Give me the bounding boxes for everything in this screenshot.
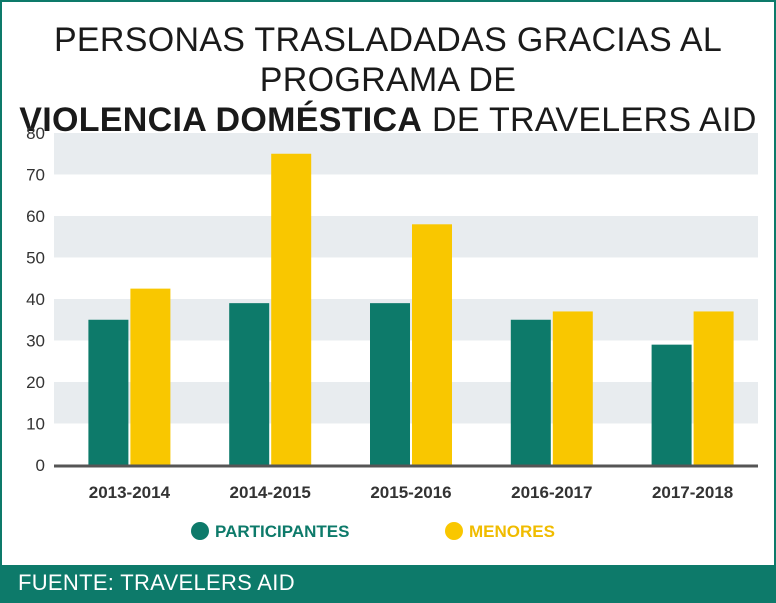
- y-tick-label: 40: [26, 290, 45, 309]
- title-line-2: VIOLENCIA DOMÉSTICA DE TRAVELERS AID: [2, 100, 774, 140]
- legend-participantes-marker: [191, 522, 209, 540]
- bar-menores: [130, 288, 171, 465]
- bar-participantes: [370, 303, 410, 465]
- bar-participantes: [510, 319, 551, 465]
- bar-participantes: [651, 344, 692, 465]
- bar-chart: 0 10 20 30 40 50 60 70 80 2013-2014 2014-2015 2015-…: [26, 124, 758, 541]
- legend-menores-marker: [445, 522, 463, 540]
- bar-menores: [552, 311, 593, 465]
- legend-menores-label: MENORES: [469, 522, 555, 541]
- legend-participantes-label: PARTICIPANTES: [215, 522, 349, 541]
- bar-participantes: [229, 303, 270, 465]
- title-rest: DE TRAVELERS AID: [422, 101, 757, 139]
- y-tick-label: 20: [26, 373, 45, 392]
- bar-participantes: [88, 319, 129, 465]
- chart-title: PERSONAS TRASLADADAS GRACIAS AL PROGRAMA…: [2, 20, 774, 140]
- y-tick-label: 70: [26, 166, 45, 185]
- y-tick-label: 0: [36, 456, 45, 475]
- title-line-1: PERSONAS TRASLADADAS GRACIAS AL PROGRAMA…: [53, 21, 723, 99]
- y-tick-label: 80: [26, 124, 45, 143]
- bar-menores: [412, 224, 452, 465]
- y-tick-label: 30: [26, 332, 45, 351]
- y-tick-label: 10: [26, 415, 45, 434]
- grid-band: [54, 216, 758, 258]
- source-footer: FUENTE: TRAVELERS AID: [2, 565, 774, 601]
- x-tick-label: 2015-2016: [370, 483, 451, 502]
- y-tick-label: 60: [26, 207, 45, 226]
- bar-menores: [271, 153, 312, 465]
- y-tick-label: 50: [26, 249, 45, 268]
- x-tick-label: 2017-2018: [652, 483, 733, 502]
- x-tick-label: 2013-2014: [89, 483, 171, 502]
- x-tick-label: 2014-2015: [230, 483, 311, 502]
- x-tick-label: 2016-2017: [511, 483, 592, 502]
- title-bold: VIOLENCIA DOMÉSTICA: [19, 101, 423, 139]
- bar-menores: [693, 311, 734, 465]
- grid-band: [54, 133, 758, 175]
